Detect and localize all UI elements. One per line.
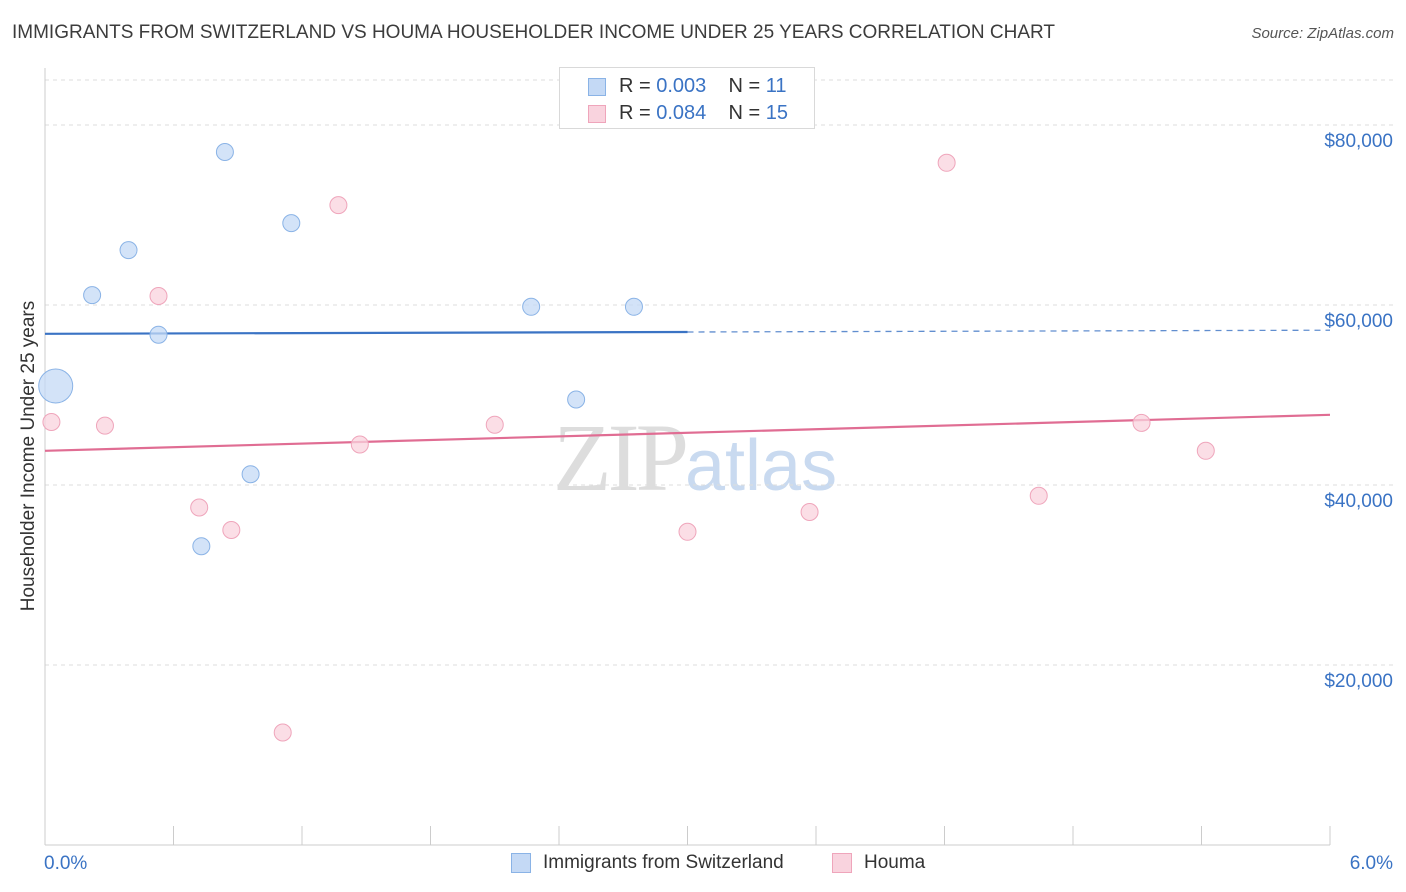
y-tick-label: $60,000 bbox=[1324, 311, 1393, 332]
legend-r-label: R = bbox=[619, 102, 657, 124]
legend-n-label: N = bbox=[728, 75, 766, 97]
series-label: Immigrants from Switzerland bbox=[543, 852, 784, 873]
series-legend: Immigrants from Switzerland Houma bbox=[0, 851, 1406, 879]
data-point-houma bbox=[1196, 441, 1215, 460]
y-axis-label: Householder Income Under 25 years bbox=[18, 301, 39, 612]
trend-line-houma bbox=[44, 413, 1331, 452]
data-point-houma bbox=[149, 287, 168, 305]
data-point-switzerland bbox=[119, 241, 138, 260]
x-tick-label-right: 6.0% bbox=[1350, 853, 1393, 874]
data-points bbox=[38, 143, 1215, 742]
data-point-switzerland bbox=[192, 537, 211, 556]
chart-title: IMMIGRANTS FROM SWITZERLAND VS HOUMA HOU… bbox=[12, 22, 1056, 43]
data-point-switzerland bbox=[567, 390, 586, 409]
legend-n-value: 15 bbox=[765, 102, 789, 124]
y-tick-label: $20,000 bbox=[1324, 671, 1393, 692]
legend-r-value: 0.084 bbox=[656, 102, 707, 124]
y-tick-label: $40,000 bbox=[1324, 491, 1393, 512]
data-point-houma bbox=[937, 153, 956, 172]
watermark-atlas: atlas bbox=[685, 426, 838, 506]
data-point-houma bbox=[485, 415, 504, 434]
data-point-switzerland bbox=[149, 325, 168, 344]
data-point-houma bbox=[273, 723, 292, 742]
data-point-houma bbox=[678, 522, 697, 541]
legend-n-value: 11 bbox=[765, 75, 787, 97]
source-label: Source: ZipAtlas.com bbox=[1251, 25, 1394, 42]
x-tick-label-left: 0.0% bbox=[44, 853, 87, 874]
data-point-houma bbox=[329, 196, 348, 215]
watermark: ZIPatlas bbox=[553, 402, 837, 513]
data-point-switzerland bbox=[282, 214, 301, 233]
data-point-houma bbox=[222, 521, 241, 539]
watermark-zip: ZIP bbox=[553, 404, 689, 511]
trend-line-switzerland bbox=[44, 330, 688, 335]
data-point-houma bbox=[800, 503, 819, 521]
data-point-houma bbox=[42, 413, 61, 431]
legend-swatch-blue bbox=[588, 78, 606, 96]
series-label: Houma bbox=[864, 852, 926, 873]
data-point-houma bbox=[95, 416, 114, 435]
legend-r-label: R = bbox=[619, 75, 657, 97]
data-point-houma bbox=[190, 498, 209, 517]
data-point-switzerland bbox=[83, 286, 102, 305]
data-point-switzerland bbox=[624, 297, 643, 316]
axis-labels: $20,000 $40,000 $60,000 $80,000 0.0% 6.0% Hous… bbox=[18, 131, 1393, 874]
series-swatch-blue bbox=[511, 853, 531, 873]
data-point-switzerland bbox=[241, 465, 260, 484]
legend-n-label: N = bbox=[728, 102, 766, 124]
gridlines bbox=[45, 79, 1393, 666]
data-point-switzerland bbox=[522, 297, 541, 316]
data-point-switzerland bbox=[38, 368, 74, 404]
data-point-houma bbox=[1029, 486, 1048, 505]
legend-r-value: 0.003 bbox=[656, 75, 707, 97]
y-tick-label: $80,000 bbox=[1324, 131, 1393, 152]
data-point-houma bbox=[1132, 413, 1151, 432]
data-point-switzerland bbox=[215, 143, 234, 161]
series-swatch-pink bbox=[832, 853, 852, 873]
legend-swatch-pink bbox=[588, 105, 606, 123]
axes bbox=[44, 68, 1331, 846]
correlation-legend: R = 0.003 N = 11 R = 0.084 N = 15 bbox=[559, 67, 815, 129]
trend-line-switzerland-extrapolated bbox=[687, 329, 1331, 333]
trend-lines bbox=[44, 329, 1331, 452]
data-point-houma bbox=[350, 435, 369, 454]
